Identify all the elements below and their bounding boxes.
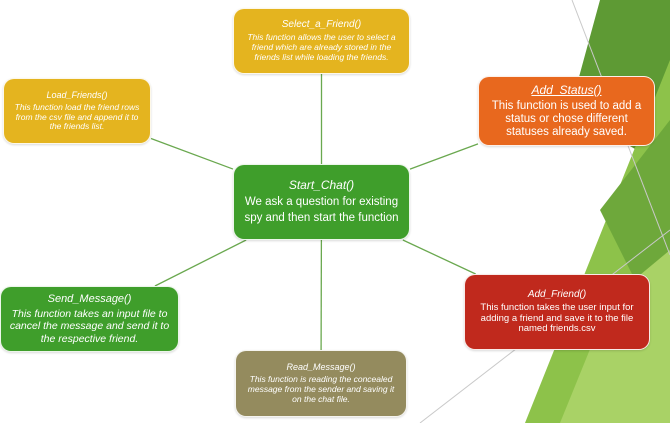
node-send-message: Send_Message() This function takes an in… <box>0 286 179 352</box>
node-description: We ask a question for existing spy and t… <box>244 195 399 224</box>
connector-start-add <box>402 239 476 275</box>
connector-start-status <box>409 143 479 170</box>
node-title: Send_Message() <box>47 293 132 306</box>
node-description: This function allows the user to select … <box>247 32 396 62</box>
node-title: Add_Friend() <box>527 288 587 300</box>
node-title: Load_Friends() <box>46 89 108 100</box>
node-title: Read_Message() <box>286 362 356 373</box>
node-title: Select_a_Friend() <box>281 19 362 31</box>
node-description: This function is used to add a status or… <box>491 99 642 139</box>
node-title: Start_Chat() <box>288 177 355 192</box>
node-read-message: Read_Message() This function is reading … <box>235 350 407 417</box>
node-load-friends: Load_Friends() This function load the fr… <box>3 78 151 144</box>
node-description: This function is reading the concealed m… <box>247 374 395 404</box>
node-start-chat: Start_Chat() We ask a question for exist… <box>233 164 410 240</box>
node-select-a-friend: Select_a_Friend() This function allows t… <box>233 8 410 74</box>
node-title: Add_Status() <box>531 82 602 97</box>
node-add-friend: Add_Friend() This function takes the use… <box>464 274 650 350</box>
connector-start-send <box>154 239 247 287</box>
node-add-status: Add_Status() This function is used to ad… <box>478 76 655 146</box>
connector-start-load <box>150 137 234 170</box>
node-description: This function takes the user input for a… <box>480 301 634 335</box>
node-description: This function takes an input file to can… <box>9 308 170 345</box>
node-description: This function load the friend rows from … <box>14 101 140 132</box>
